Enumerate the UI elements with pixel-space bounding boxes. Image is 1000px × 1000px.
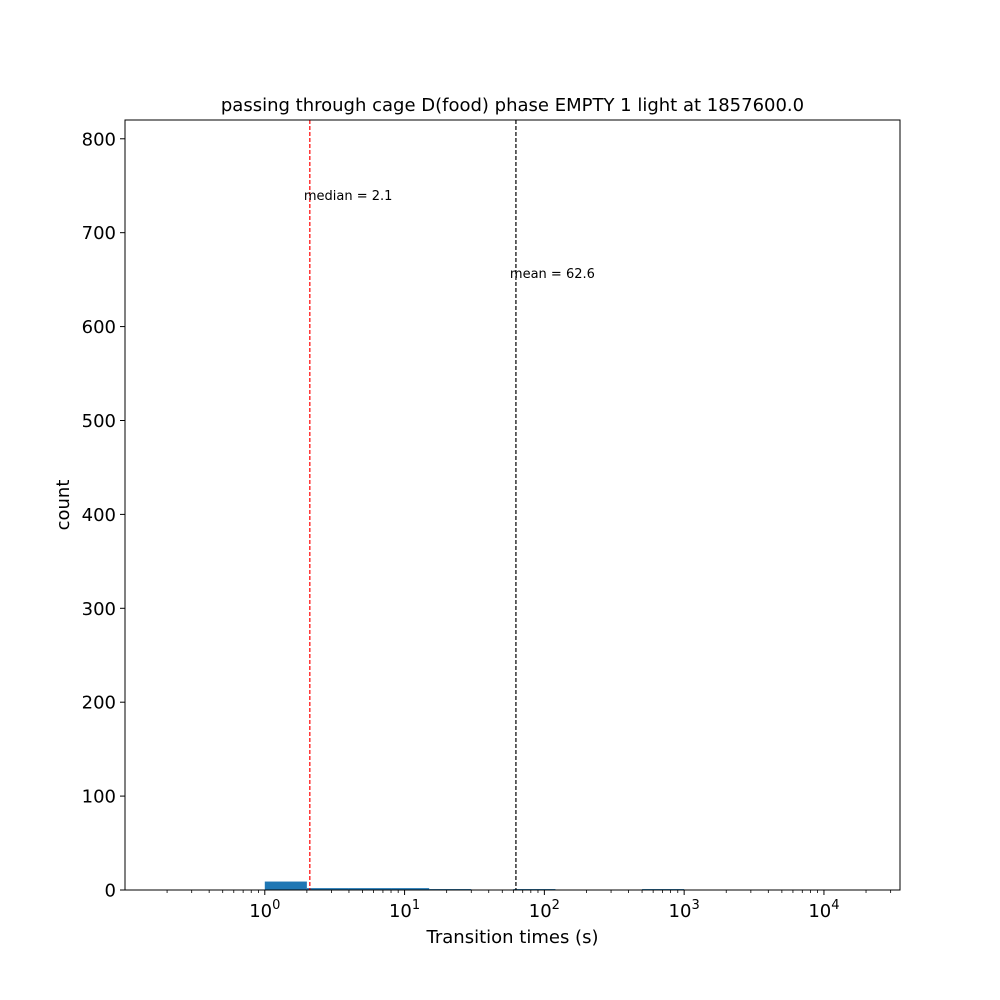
x-tick-label: 101 — [389, 898, 420, 922]
chart-title: passing through cage D(food) phase EMPTY… — [221, 95, 804, 116]
x-tick-label: 100 — [249, 898, 280, 922]
y-tick-label: 500 — [82, 411, 116, 432]
y-tick-label: 600 — [82, 317, 116, 338]
median-label: median = 2.1 — [304, 189, 393, 204]
y-tick-label: 400 — [82, 505, 116, 526]
histogram-bar-0 — [264, 881, 307, 890]
reference-lines: median = 2.1 mean = 62.6 — [304, 120, 595, 890]
x-axis-label: Transition times (s) — [426, 927, 599, 948]
y-tick-label: 200 — [82, 693, 116, 714]
y-tick-label: 700 — [82, 223, 116, 244]
y-tick-label: 0 — [105, 881, 116, 902]
y-axis-label: count — [53, 480, 74, 531]
y-tick-label: 800 — [82, 129, 116, 150]
y-tick-label: 100 — [82, 787, 116, 808]
y-axis-ticks: 0 100 200 300 400 500 600 700 800 — [82, 129, 125, 902]
x-tick-label: 102 — [529, 898, 560, 922]
x-tick-label: 103 — [669, 898, 700, 922]
x-tick-label: 104 — [808, 898, 839, 922]
y-tick-label: 300 — [82, 599, 116, 620]
plot-frame — [124, 119, 901, 891]
histogram-bars — [264, 881, 685, 890]
histogram-bar-1 — [306, 888, 349, 890]
x-axis-ticks: 100 101 102 103 104 — [166, 890, 892, 922]
histogram-bar-3 — [391, 888, 430, 890]
mean-label: mean = 62.6 — [510, 267, 595, 282]
histogram-bar-2 — [348, 888, 392, 890]
